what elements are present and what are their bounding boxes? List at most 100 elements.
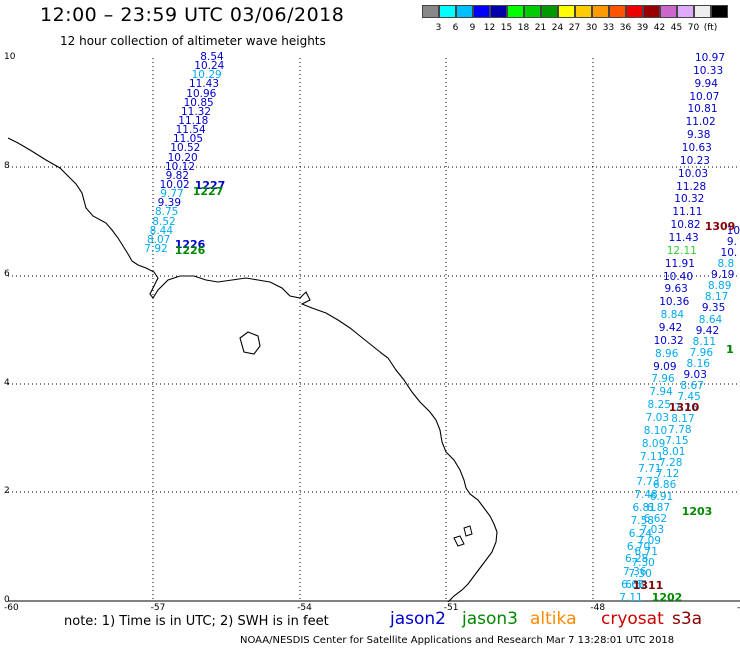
wave-height-label: 7.30: [631, 556, 655, 569]
wave-height-label: 7.09: [637, 534, 661, 547]
longitude-tick-label: -57: [150, 603, 166, 613]
pass-time-label: 1227: [194, 179, 226, 192]
latitude-tick-label: 0: [4, 594, 10, 605]
longitude-tick-label: -45: [737, 603, 740, 613]
wave-height-label: 8.44: [149, 224, 174, 237]
wave-height-label: 10.96: [186, 87, 217, 100]
latitude-tick-label: 6: [4, 269, 10, 279]
wave-height-label: 11.54: [175, 124, 206, 137]
pass-time-label: 1311: [632, 579, 664, 592]
wave-height-label: 9.94: [694, 77, 718, 90]
wave-height-label: 6.71: [634, 545, 658, 558]
wave-height-label: 8.07: [146, 233, 171, 246]
legend-swatch: [473, 5, 490, 18]
longitude-tick-label: -51: [443, 603, 459, 613]
wave-height-label: 7.11: [619, 592, 643, 604]
legend-label: 6: [452, 23, 459, 33]
wave-height-label: 8.25: [647, 399, 671, 412]
wave-height-label: 10.81: [687, 103, 718, 116]
wave-height-label: 10.23: [679, 154, 710, 167]
legend-label: 70: [687, 23, 700, 33]
wave-height-label: 11.32: [180, 105, 212, 118]
wave-height-label: 8.52: [152, 215, 176, 228]
wave-height-label: 8.16: [686, 357, 710, 370]
pass-time-label: 1310: [668, 401, 700, 414]
legend-label: 3: [435, 23, 442, 33]
wave-height-label: 10.33: [693, 64, 724, 77]
wave-height-label: 6.62: [643, 512, 668, 525]
wave-height-label: 11.05: [172, 133, 204, 146]
wave-height-label: 6.81: [632, 502, 656, 514]
wave-height-label: 10.: [726, 225, 740, 237]
legend-label: 21: [534, 23, 547, 33]
wave-height-label: 9.63: [664, 283, 688, 296]
latitude-tick-label: 4: [4, 377, 10, 388]
wave-height-label: 10.: [720, 247, 738, 260]
wave-height-label: 6.24: [628, 527, 653, 540]
wave-height-label: 7.92: [144, 243, 168, 255]
wave-height-label: 11.43: [188, 78, 220, 91]
wave-height-label: 8.10: [643, 424, 668, 437]
legend-label: 39: [636, 23, 649, 33]
legend-label: 45: [670, 23, 683, 33]
wave-height-label: 10.36: [659, 296, 690, 309]
pass-time-label: 1226: [174, 238, 206, 251]
wave-height-label: 9.: [726, 236, 737, 249]
legend-swatch: [660, 5, 677, 18]
longitude-tick-label: -60: [4, 603, 19, 613]
wave-height-label: 10.02: [159, 179, 190, 191]
pass-time-label: 1: [726, 343, 734, 356]
legend-label: 24: [551, 23, 564, 33]
pass-time-label: 1: [726, 343, 734, 356]
page-title: 12:00 – 23:59 UTC 03/06/2018: [40, 4, 345, 26]
legend-swatch: [490, 5, 507, 18]
wave-height-label: 7.12: [655, 468, 680, 481]
pass-time-label: 1227: [192, 185, 224, 198]
legend-swatch: [609, 5, 626, 18]
island-outline: [239, 331, 261, 355]
legend-swatch: [677, 5, 694, 18]
legend-label: 9: [469, 23, 476, 33]
wave-height-label: 11.91: [664, 257, 695, 270]
legend-label: 42: [653, 23, 666, 33]
wave-height-label: 10.52: [170, 142, 201, 155]
wave-height-label: 10.63: [681, 142, 712, 154]
wave-height-label: 8.01: [662, 446, 686, 459]
pass-time-label: 1226: [174, 244, 206, 257]
legend-swatch: [558, 5, 575, 18]
longitude-tick-label: -48: [590, 603, 606, 613]
coastline: [8, 137, 498, 602]
latitude-tick-label: 2: [4, 486, 10, 496]
wave-height-label: 7.94: [649, 386, 673, 399]
longitude-tick-label: -54: [297, 603, 312, 613]
wave-height-label: 10.12: [164, 160, 196, 173]
legend-swatch: [626, 5, 643, 18]
satellite-name: cryosat: [601, 609, 664, 629]
wave-height-label: 6.66: [621, 579, 645, 592]
wave-height-label: 8.84: [660, 309, 685, 322]
wave-height-label: 7.11: [639, 450, 664, 463]
wave-height-label: 7.03: [645, 412, 670, 424]
wave-height-label: 10.32: [674, 193, 705, 206]
wave-height-label: 7.71: [638, 463, 662, 476]
wave-height-label: 9.77: [160, 188, 184, 201]
wave-height-label: 10.03: [678, 167, 709, 180]
wave-height-label: 9.09: [653, 360, 677, 373]
wave-height-label: 9.03: [683, 368, 707, 381]
legend-swatch: [541, 5, 558, 18]
wave-height-label: 8.17: [704, 291, 729, 304]
wave-height-label: 8.67: [680, 379, 704, 392]
wave-height-label: 7.73: [636, 476, 660, 489]
wave-height-label: 9.42: [695, 324, 720, 337]
wave-height-label: 7.28: [658, 457, 683, 470]
wave-height-label: 10.07: [689, 90, 720, 103]
satellite-name: jason3: [462, 609, 518, 629]
legend-label: 30: [585, 23, 598, 33]
latitude-tick-label: 8: [4, 160, 10, 171]
legend-swatch: [575, 5, 592, 18]
wave-height-label: 7.26: [674, 402, 698, 414]
wave-height-label: 7.15: [665, 435, 689, 448]
wave-height-label: 6.86: [652, 479, 677, 492]
wave-height-label: 9.39: [157, 197, 182, 210]
latitude-tick-label: 10: [4, 52, 16, 62]
